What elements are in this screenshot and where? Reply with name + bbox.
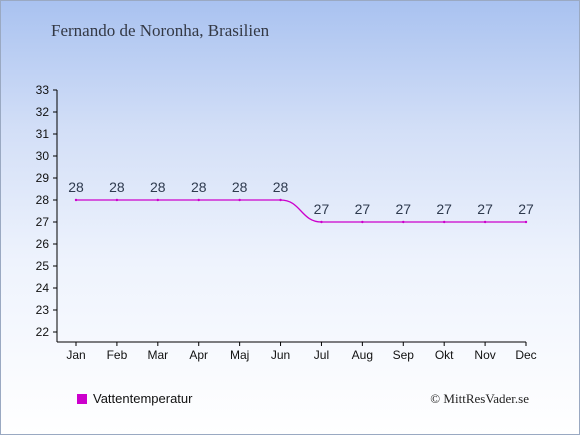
data-point: [402, 220, 405, 224]
x-tick-label: Sep: [393, 348, 415, 362]
data-point: [483, 220, 487, 224]
x-tick-label: Feb: [107, 348, 128, 362]
data-point: [238, 198, 241, 202]
y-tick-label: 30: [36, 149, 50, 163]
y-tick-label: 23: [36, 303, 50, 317]
data-point: [442, 220, 446, 224]
y-tick-label: 24: [36, 281, 50, 295]
data-label: 28: [191, 179, 207, 195]
x-tick-label: Jul: [314, 348, 329, 362]
y-tick-label: 27: [36, 215, 50, 229]
x-tick-label: Aug: [352, 348, 373, 362]
data-label: 27: [518, 201, 534, 217]
y-tick-label: 32: [36, 105, 50, 119]
x-tick-label: Nov: [474, 348, 495, 362]
data-point: [156, 198, 160, 202]
data-label: 28: [68, 179, 84, 195]
x-tick-label: Jan: [66, 348, 85, 362]
data-point: [74, 198, 78, 202]
data-label: 28: [232, 179, 248, 195]
y-tick-label: 31: [36, 127, 50, 141]
data-label: 28: [109, 179, 125, 195]
chart-title: Fernando de Noronha, Brasilien: [51, 21, 270, 40]
legend-label: Vattentemperatur: [93, 391, 193, 406]
credit-text: © MittResVader.se: [430, 391, 529, 406]
legend-swatch: [77, 393, 87, 404]
data-point: [524, 220, 528, 224]
data-label: 27: [314, 201, 330, 217]
x-tick-label: Dec: [515, 348, 536, 362]
y-tick-label: 33: [36, 83, 50, 97]
data-label: 28: [273, 179, 289, 195]
y-tick-label: 26: [36, 237, 50, 251]
x-tick-label: Maj: [230, 348, 249, 362]
series-line: [76, 199, 526, 223]
y-tick-label: 25: [36, 259, 50, 273]
x-tick-label: Okt: [435, 348, 454, 362]
y-tick-label: 22: [36, 325, 50, 339]
data-label: 27: [477, 201, 493, 217]
data-point: [361, 220, 364, 224]
data-point: [279, 198, 282, 202]
x-tick-label: Jun: [271, 348, 290, 362]
y-tick-label: 29: [36, 171, 50, 185]
data-point: [320, 220, 323, 224]
x-tick-label: Apr: [189, 348, 208, 362]
data-point: [115, 198, 119, 202]
data-label: 27: [355, 201, 371, 217]
data-point: [197, 198, 200, 202]
legend: Vattentemperatur: [77, 391, 192, 406]
y-tick-label: 28: [36, 193, 50, 207]
x-tick-label: Mar: [147, 348, 168, 362]
data-label: 27: [395, 201, 411, 217]
data-label: 28: [150, 179, 166, 195]
data-label: 27: [436, 201, 452, 217]
